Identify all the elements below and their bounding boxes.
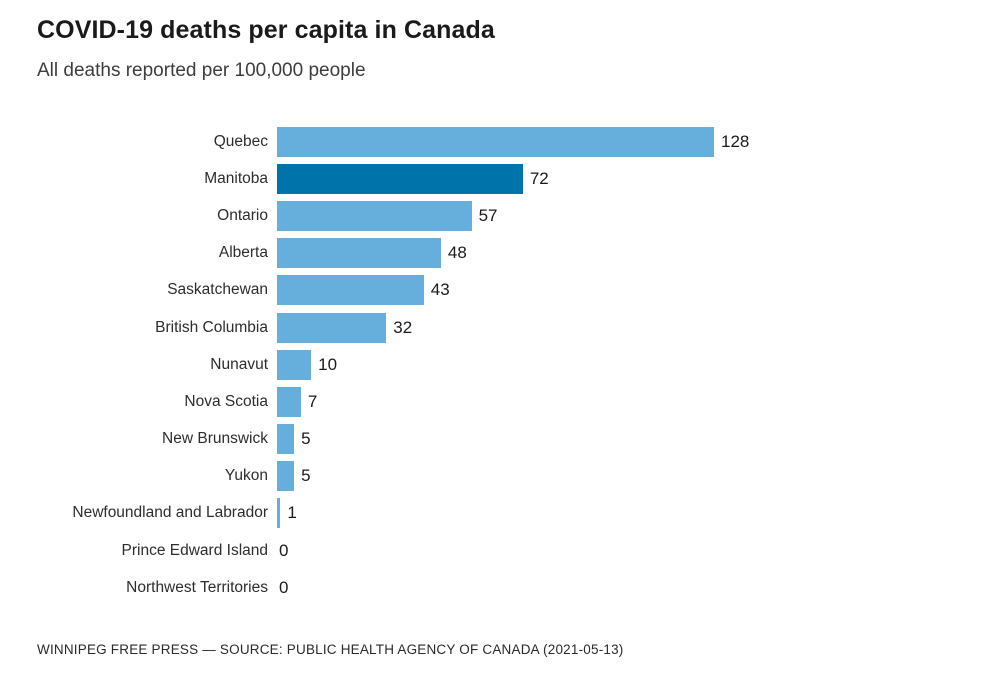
bar-track: 72 (277, 160, 977, 197)
value-label: 5 (301, 466, 311, 486)
value-label: 1 (287, 503, 297, 523)
category-label: New Brunswick (162, 430, 268, 448)
bar-track: 10 (277, 346, 977, 383)
bar-row: Manitoba 72 (37, 160, 977, 197)
category-label: Ontario (217, 206, 268, 224)
bar-track: 57 (277, 197, 977, 234)
value-label: 128 (721, 131, 750, 151)
value-label: 0 (279, 540, 289, 560)
bar-chart: Quebec 128 Manitoba 72 Ontario 57 Alberta 48 Sas… (37, 123, 977, 606)
bar-newfoundland-and-labrador (277, 498, 281, 529)
bar-row: New Brunswick 5 (37, 421, 977, 458)
bar-row: Ontario 57 (37, 197, 977, 234)
value-label: 0 (279, 577, 289, 597)
value-label: 5 (301, 429, 311, 449)
bar-ontario (277, 200, 472, 231)
bar-track: 5 (277, 421, 977, 458)
bar-track: 43 (277, 272, 977, 309)
chart-title: COVID-19 deaths per capita in Canada (37, 16, 495, 44)
bar-row: Newfoundland and Labrador 1 (37, 495, 977, 532)
value-label: 48 (447, 243, 467, 263)
value-label: 10 (318, 354, 338, 374)
bar-alberta (277, 238, 441, 269)
value-label: 72 (529, 168, 549, 188)
value-label: 57 (478, 205, 498, 225)
category-label: Quebec (213, 132, 268, 150)
bar-track: 48 (277, 235, 977, 272)
bar-row: Nunavut 10 (37, 346, 977, 383)
bar-row: Nova Scotia 7 (37, 383, 977, 420)
value-label: 7 (307, 391, 318, 411)
bar-track: 128 (277, 123, 977, 160)
bar-track: 7 (277, 383, 977, 420)
bar-track: 5 (277, 458, 977, 495)
category-label: Yukon (224, 467, 268, 485)
category-label: British Columbia (155, 318, 268, 336)
bar-row: Yukon 5 (37, 458, 977, 495)
bar-track: 1 (277, 495, 977, 532)
bar-row: Prince Edward Island 0 (37, 532, 977, 569)
category-label: Manitoba (204, 169, 268, 187)
category-label: Northwest Territories (126, 578, 268, 596)
value-label: 32 (393, 317, 413, 337)
bar-nova-scotia (277, 386, 301, 417)
source-credit: WINNIPEG FREE PRESS — SOURCE: PUBLIC HEA… (37, 642, 624, 657)
bar-row: Quebec 128 (37, 123, 977, 160)
bar-saskatchewan (277, 275, 424, 306)
category-label: Nunavut (210, 355, 268, 373)
bar-track: 0 (277, 532, 977, 569)
bar-track: 0 (277, 569, 977, 606)
bar-row: Saskatchewan 43 (37, 272, 977, 309)
bar-nunavut (277, 349, 312, 380)
category-label: Nova Scotia (184, 392, 268, 410)
bar-manitoba (277, 163, 523, 194)
bar-yukon (277, 461, 295, 492)
bar-row: Alberta 48 (37, 235, 977, 272)
category-label: Alberta (218, 244, 268, 262)
bar-british-columbia (277, 312, 387, 343)
bar-row: British Columbia 32 (37, 309, 977, 346)
chart-subtitle: All deaths reported per 100,000 people (37, 60, 366, 81)
bar-quebec (277, 126, 714, 157)
category-label: Prince Edward Island (121, 541, 268, 559)
value-label: 43 (430, 280, 450, 300)
bar-track: 32 (277, 309, 977, 346)
bar-new-brunswick (277, 424, 295, 455)
bar-row: Northwest Territories 0 (37, 569, 977, 606)
category-label: Newfoundland and Labrador (72, 504, 268, 522)
category-label: Saskatchewan (167, 281, 268, 299)
